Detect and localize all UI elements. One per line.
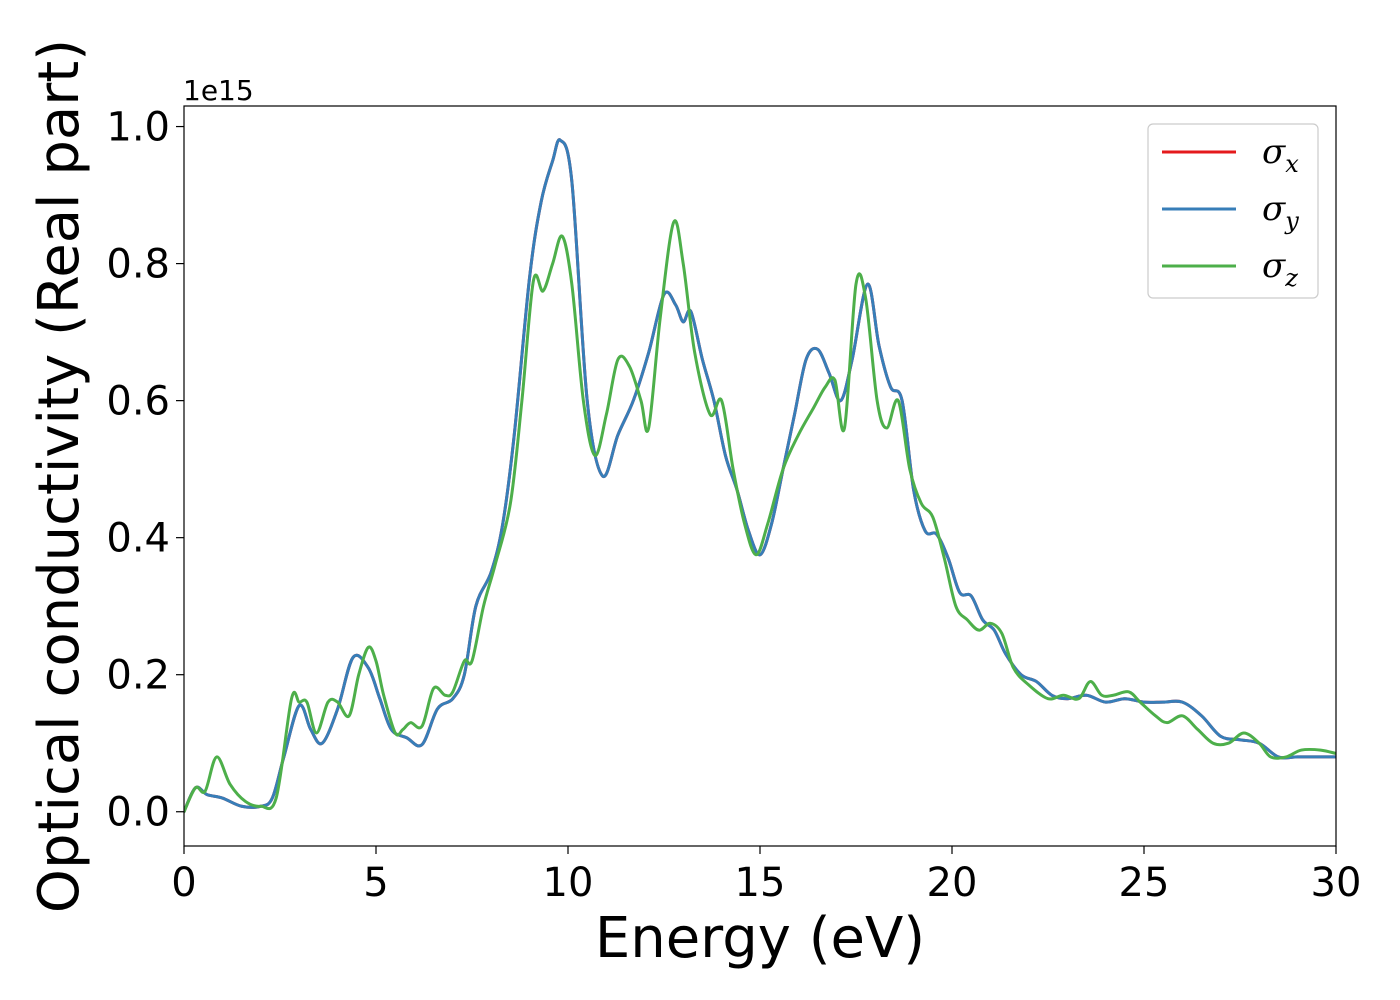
- x-tick-label: 25: [1119, 860, 1170, 906]
- x-tick-label: 20: [927, 860, 978, 906]
- y-axis-title: Optical conductivity (Real part): [27, 39, 92, 913]
- y-tick-label: 1.0: [106, 105, 170, 151]
- x-tick-label: 10: [543, 860, 594, 906]
- series-line-z: [184, 219, 1336, 814]
- x-tick-label: 5: [363, 860, 388, 906]
- series-layer: [184, 138, 1336, 814]
- y-tick-label: 0.0: [106, 790, 170, 836]
- y-tick-label: 0.4: [106, 516, 170, 562]
- x-axis-title: Energy (eV): [595, 906, 925, 971]
- legend-frame: [1147, 123, 1319, 299]
- series-line-y: [184, 138, 1336, 814]
- x-tick-label: 15: [735, 860, 786, 906]
- x-axis-ticks: 0 5 10 15 20 25 30: [171, 846, 1361, 906]
- x-tick-label: 0: [171, 860, 196, 906]
- y-axis-offset-label: 1e15: [183, 74, 254, 107]
- y-tick-label: 0.8: [106, 242, 170, 288]
- x-tick-label: 30: [1311, 860, 1362, 906]
- y-axis-ticks: 0.0 0.2 0.4 0.6 0.8 1.0: [106, 105, 184, 836]
- y-tick-label: 0.2: [106, 653, 170, 699]
- y-tick-label: 0.6: [106, 379, 170, 425]
